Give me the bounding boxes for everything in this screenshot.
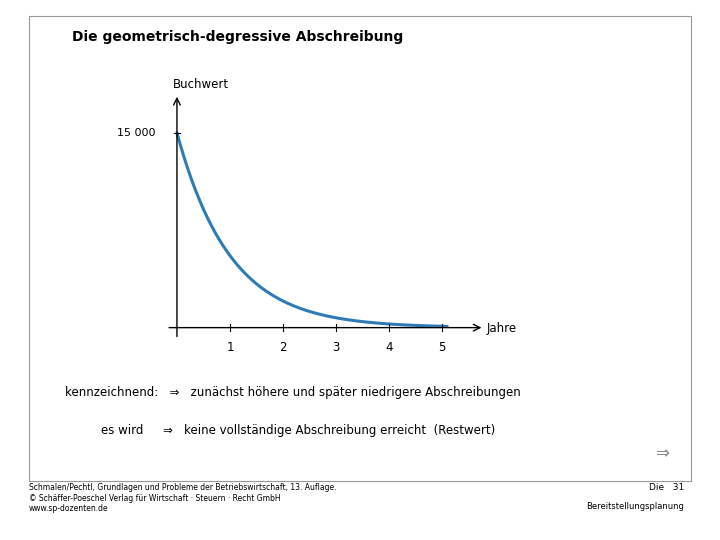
Text: Schmalen/Pechtl, Grundlagen und Probleme der Betriebswirtschaft, 13. Auflage.
© : Schmalen/Pechtl, Grundlagen und Probleme… [29,483,336,513]
FancyBboxPatch shape [29,16,691,481]
Text: ⇒: ⇒ [162,424,172,437]
Text: keine vollständige Abschreibung erreicht  (Restwert): keine vollständige Abschreibung erreicht… [184,424,495,437]
Text: Bereitstellungsplanung: Bereitstellungsplanung [586,502,684,511]
Text: 4: 4 [385,341,392,354]
Text: 3: 3 [332,341,340,354]
Text: 1: 1 [226,341,234,354]
Text: 5: 5 [438,341,446,354]
Text: kennzeichnend:   ⇒   zunächst höhere und später niedrigere Abschreibungen: kennzeichnend: ⇒ zunächst höhere und spä… [65,386,521,399]
Text: Die geometrisch-degressive Abschreibung: Die geometrisch-degressive Abschreibung [72,30,403,44]
Text: 15 000: 15 000 [117,128,156,138]
Text: Die   31: Die 31 [649,483,684,492]
Text: es wird: es wird [101,424,143,437]
Text: ⇒: ⇒ [655,444,670,463]
Text: Buchwert: Buchwert [173,78,229,91]
Text: 2: 2 [279,341,287,354]
Text: Jahre: Jahre [487,322,517,335]
